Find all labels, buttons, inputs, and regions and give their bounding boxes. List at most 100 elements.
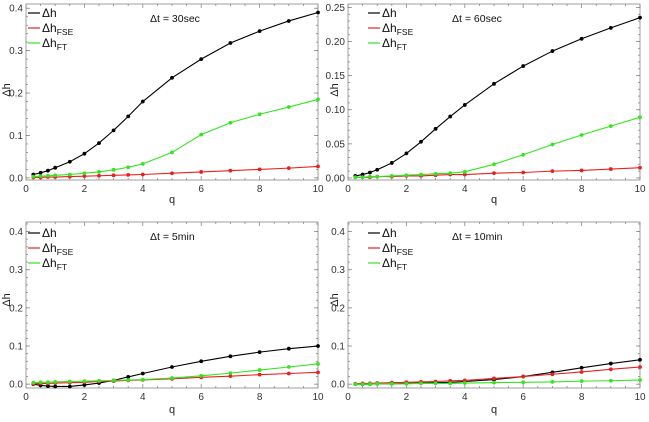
data-point: [404, 173, 409, 178]
data-point: [46, 380, 50, 385]
x-tick-label: 0: [345, 184, 351, 195]
data-point: [82, 174, 87, 179]
series-ft: [353, 378, 642, 387]
data-point: [389, 381, 394, 386]
data-point: [375, 174, 380, 179]
legend-entry-name: Δh: [42, 226, 57, 240]
data-point: [97, 170, 101, 174]
x-tick-label: 8: [579, 184, 585, 195]
y-axis-label: Δh: [1, 83, 13, 96]
data-point: [375, 381, 380, 386]
data-point: [638, 15, 642, 20]
legend-entry: ΔhFT: [382, 36, 407, 52]
legend-entry-subscript: FSE: [57, 247, 74, 257]
data-point: [53, 173, 58, 178]
legend-entry: ΔhFSE: [382, 241, 414, 257]
delta-t-annotation: Δt = 60sec: [452, 13, 502, 25]
legend-entry-name: Δh: [382, 241, 397, 255]
data-point: [228, 371, 233, 376]
legend-entry-subscript: FT: [57, 262, 67, 272]
x-tick-label: 10: [634, 184, 646, 195]
data-point: [228, 120, 233, 125]
data-point: [462, 103, 467, 107]
y-tick-label: 0.15: [326, 71, 346, 82]
x-tick-label: 0: [345, 392, 351, 403]
series-dh: [353, 15, 642, 178]
delta-t-annotation: Δt = 5min: [150, 231, 195, 243]
legend-entry-subscript: FSE: [397, 27, 414, 37]
data-point: [316, 370, 320, 375]
series-dh: [31, 344, 320, 389]
y-tick-label: 0.25: [326, 3, 346, 14]
data-point: [111, 173, 116, 178]
x-tick-label: 0: [23, 392, 29, 403]
legend-entry: ΔhFSE: [42, 241, 74, 257]
data-point: [368, 174, 372, 179]
data-point: [353, 382, 358, 387]
data-point: [286, 105, 291, 109]
data-point: [448, 114, 453, 119]
x-tick-label: 6: [520, 392, 526, 403]
data-point: [638, 378, 642, 382]
y-tick-label: 0.1: [331, 342, 345, 353]
y-tick-label: 0.05: [326, 139, 346, 150]
y-tick-label: 0.3: [331, 265, 345, 276]
series-ft: [353, 115, 642, 180]
x-tick-label: 6: [198, 184, 204, 195]
data-point: [419, 172, 423, 177]
y-tick-label: 0.0: [9, 380, 23, 391]
legend-entry-name: Δh: [382, 256, 397, 270]
data-point: [368, 382, 372, 387]
data-point: [404, 151, 409, 156]
data-point: [140, 377, 145, 382]
x-tick-label: 6: [198, 392, 204, 403]
series-line: [33, 165, 319, 179]
data-point: [111, 378, 116, 383]
x-tick-label: 2: [404, 184, 410, 195]
legend-entry: Δh: [382, 6, 397, 20]
data-point: [170, 171, 174, 176]
data-point: [199, 170, 204, 174]
series-line: [33, 11, 319, 176]
legend-entry: ΔhFSE: [42, 21, 74, 37]
data-point: [360, 175, 365, 180]
x-tick-label: 4: [140, 184, 146, 195]
y-tick-label: 0.4: [9, 4, 23, 15]
legend-entry: ΔhFT: [42, 256, 67, 272]
data-point: [448, 381, 453, 386]
data-point: [53, 384, 58, 389]
data-point: [433, 126, 438, 131]
series-line: [33, 98, 319, 178]
data-point: [140, 371, 145, 376]
data-point: [67, 172, 72, 177]
series-dh: [31, 10, 320, 177]
data-point: [286, 371, 291, 376]
x-tick-label: 4: [462, 184, 468, 195]
data-point: [67, 384, 72, 389]
data-point: [360, 172, 365, 177]
data-point: [199, 359, 204, 364]
data-point: [492, 380, 496, 385]
data-point: [53, 379, 58, 384]
data-point: [521, 152, 526, 157]
data-point: [638, 357, 642, 362]
data-point: [353, 175, 358, 180]
data-point: [140, 161, 145, 166]
data-point: [492, 376, 496, 381]
data-point: [462, 378, 467, 383]
legend-entry-subscript: FSE: [57, 27, 74, 37]
data-point: [579, 36, 584, 41]
legend-entry: ΔhFT: [382, 256, 407, 272]
x-tick-label: 4: [462, 392, 468, 403]
data-point: [608, 378, 613, 383]
data-point: [638, 115, 642, 120]
legend-entry-name: Δh: [382, 226, 397, 240]
x-tick-label: 10: [634, 392, 646, 403]
data-point: [448, 378, 453, 383]
data-point: [257, 112, 262, 117]
y-tick-label: 0.00: [326, 173, 346, 184]
data-point: [257, 350, 262, 355]
data-point: [316, 10, 320, 15]
data-point: [111, 128, 116, 133]
